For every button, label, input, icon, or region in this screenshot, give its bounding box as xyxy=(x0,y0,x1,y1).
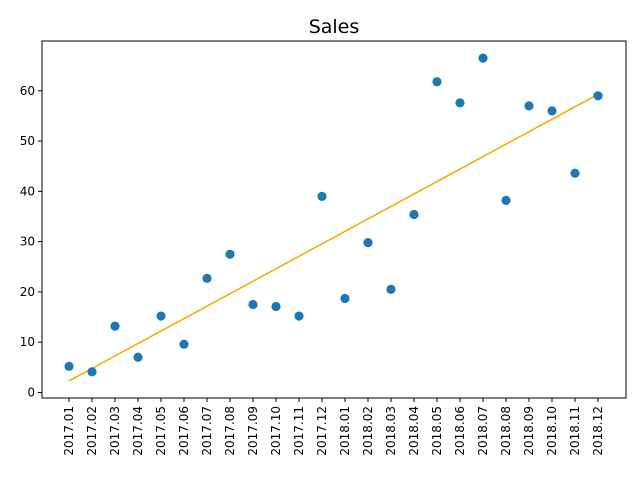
axes-frame xyxy=(41,40,627,399)
y-tick-label: 0 xyxy=(27,385,35,399)
data-point xyxy=(409,209,419,220)
x-tick-label: 2017.12 xyxy=(315,406,329,456)
x-tick-label: 2017.11 xyxy=(292,406,306,456)
data-point xyxy=(87,367,97,377)
x-tick-label: 2018.11 xyxy=(568,406,582,456)
x-tick-label: 2017.09 xyxy=(246,406,260,456)
data-point xyxy=(547,106,557,116)
x-tick-label: 2018.09 xyxy=(522,406,536,456)
y-tick-label: 60 xyxy=(20,84,35,98)
data-point xyxy=(501,195,511,205)
x-tick-label: 2018.08 xyxy=(499,406,513,456)
y-tick-label: 50 xyxy=(20,134,35,148)
data-point xyxy=(156,311,166,321)
data-point xyxy=(340,293,350,304)
chart-title: Sales xyxy=(309,16,360,38)
data-point xyxy=(386,284,396,294)
x-tick-label: 2018.12 xyxy=(591,406,605,456)
x-tick-label: 2017.10 xyxy=(269,406,283,456)
x-tick-label: 2017.08 xyxy=(223,406,237,456)
y-tick-label: 40 xyxy=(20,184,35,198)
data-point xyxy=(179,339,189,349)
data-point xyxy=(317,191,327,201)
x-tick-label: 2018.07 xyxy=(476,406,490,456)
data-point xyxy=(64,361,74,371)
y-tick-label: 30 xyxy=(20,235,35,249)
x-tick-label: 2017.04 xyxy=(131,406,145,456)
data-point xyxy=(524,101,534,111)
data-point xyxy=(110,321,120,331)
x-tick-label: 2017.03 xyxy=(108,406,122,456)
data-point xyxy=(455,98,465,108)
y-tick-label: 10 xyxy=(20,335,35,349)
data-point xyxy=(202,273,212,283)
data-point xyxy=(478,53,488,63)
x-tick-label: 2017.02 xyxy=(85,406,99,456)
data-point xyxy=(593,91,603,101)
x-tick-label: 2017.05 xyxy=(154,406,168,456)
x-tick-label: 2017.06 xyxy=(177,406,191,456)
plot-area: 0 10 20 30 40 50 60 2017.01 2017.02 2017.03 2017.0… xyxy=(20,53,605,456)
x-tick-label: 2018.10 xyxy=(545,406,559,456)
data-point xyxy=(225,249,235,259)
y-tick-label: 20 xyxy=(20,285,35,299)
x-tick-label: 2017.07 xyxy=(200,406,214,456)
data-point xyxy=(294,311,304,321)
data-point xyxy=(363,238,373,248)
trend-line xyxy=(68,93,599,382)
x-tick-label: 2018.05 xyxy=(430,406,444,456)
data-point xyxy=(432,77,442,87)
data-point xyxy=(570,168,580,178)
x-tick-label: 2017.01 xyxy=(62,406,76,456)
x-tick-label: 2018.03 xyxy=(384,406,398,456)
x-tick-label: 2018.01 xyxy=(338,406,352,456)
data-point xyxy=(133,352,143,362)
x-tick-label: 2018.06 xyxy=(453,406,467,456)
data-point xyxy=(271,301,281,312)
x-tick-label: 2018.02 xyxy=(361,406,375,456)
data-point xyxy=(248,299,258,310)
x-tick-label: 2018.04 xyxy=(407,406,421,456)
